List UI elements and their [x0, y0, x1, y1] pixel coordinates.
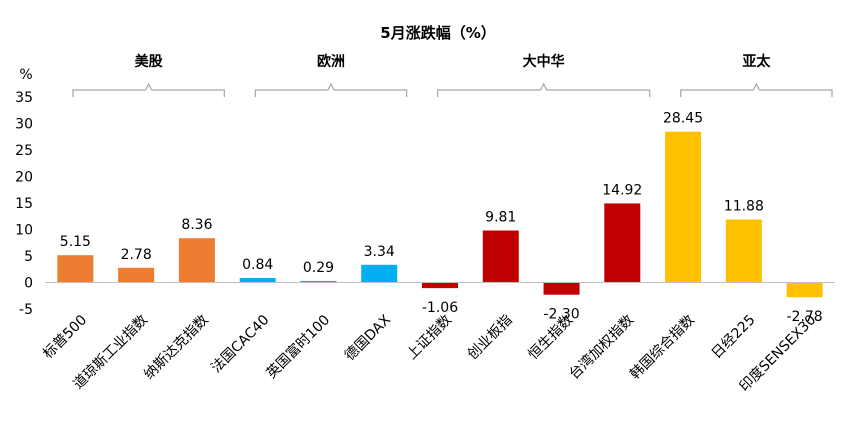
- bar: [543, 282, 580, 295]
- data-label: -2.78: [786, 309, 822, 325]
- group-brackets: 美股 欧洲 大中华 亚太: [72, 53, 833, 97]
- group-bracket: [437, 82, 651, 97]
- x-tick-label: 上证指数: [404, 312, 455, 363]
- y-tick-label: 35: [15, 90, 33, 106]
- bar: [239, 278, 276, 283]
- x-tick-label: 创业板指: [465, 312, 516, 363]
- y-tick-label: 15: [15, 196, 33, 212]
- x-tick-label: 韩国综合指数: [627, 312, 698, 383]
- data-label: 5.15: [60, 234, 91, 250]
- group-bracket: [72, 82, 225, 97]
- y-tick-label: 0: [24, 276, 33, 292]
- y-axis: 35 30 25 20 15 10 5 0 -5: [15, 90, 33, 318]
- x-tick-label: 标普500: [40, 312, 90, 362]
- bar: [422, 282, 458, 289]
- bar: [482, 230, 519, 283]
- x-tick-label: 纳斯达克指数: [141, 312, 212, 383]
- y-axis-unit: %: [19, 67, 32, 83]
- y-tick-label: 10: [15, 223, 33, 239]
- group-label: 大中华: [523, 53, 565, 70]
- bar: [786, 282, 823, 298]
- group-bracket: [254, 82, 408, 97]
- data-label: 11.88: [724, 199, 764, 215]
- data-label: 8.36: [181, 217, 212, 233]
- group-label: 美股: [135, 53, 164, 70]
- data-labels: 5.15 2.78 8.36 0.84 0.29 3.34 -1.06 9.81 -2.30 14…: [60, 111, 823, 326]
- data-label: 0.29: [303, 260, 334, 276]
- data-label: 14.92: [602, 182, 642, 198]
- y-tick-label: 30: [15, 117, 33, 133]
- data-label: -2.30: [543, 307, 579, 323]
- data-label: -1.06: [422, 300, 458, 316]
- bar: [57, 255, 94, 283]
- data-label: 2.78: [121, 247, 152, 263]
- bar: [361, 264, 398, 283]
- chart-title: 5月涨跌幅（%）: [380, 24, 495, 42]
- data-label: 3.34: [364, 244, 395, 260]
- x-tick-label: 法国CAC40: [208, 312, 272, 376]
- bar: [604, 203, 641, 283]
- bar: [725, 219, 762, 283]
- y-tick-label: 5: [24, 249, 33, 265]
- group-bracket: [680, 82, 833, 97]
- group-label: 亚太: [742, 53, 771, 70]
- y-tick-label: -5: [19, 302, 33, 318]
- group-label: 欧洲: [317, 53, 345, 70]
- data-label: 28.45: [663, 111, 703, 127]
- data-label: 0.84: [242, 257, 273, 273]
- y-tick-label: 25: [15, 143, 33, 159]
- bar: [665, 131, 702, 283]
- y-tick-label: 20: [15, 170, 33, 186]
- bar: [300, 280, 337, 283]
- x-tick-label: 日经225: [709, 312, 759, 362]
- x-tick-label: 德国DAX: [342, 312, 394, 364]
- bars: [57, 131, 823, 298]
- data-label: 9.81: [485, 210, 516, 226]
- x-tick-label: 英国富时100: [263, 311, 334, 382]
- bar: [178, 238, 215, 283]
- bar: [118, 267, 155, 283]
